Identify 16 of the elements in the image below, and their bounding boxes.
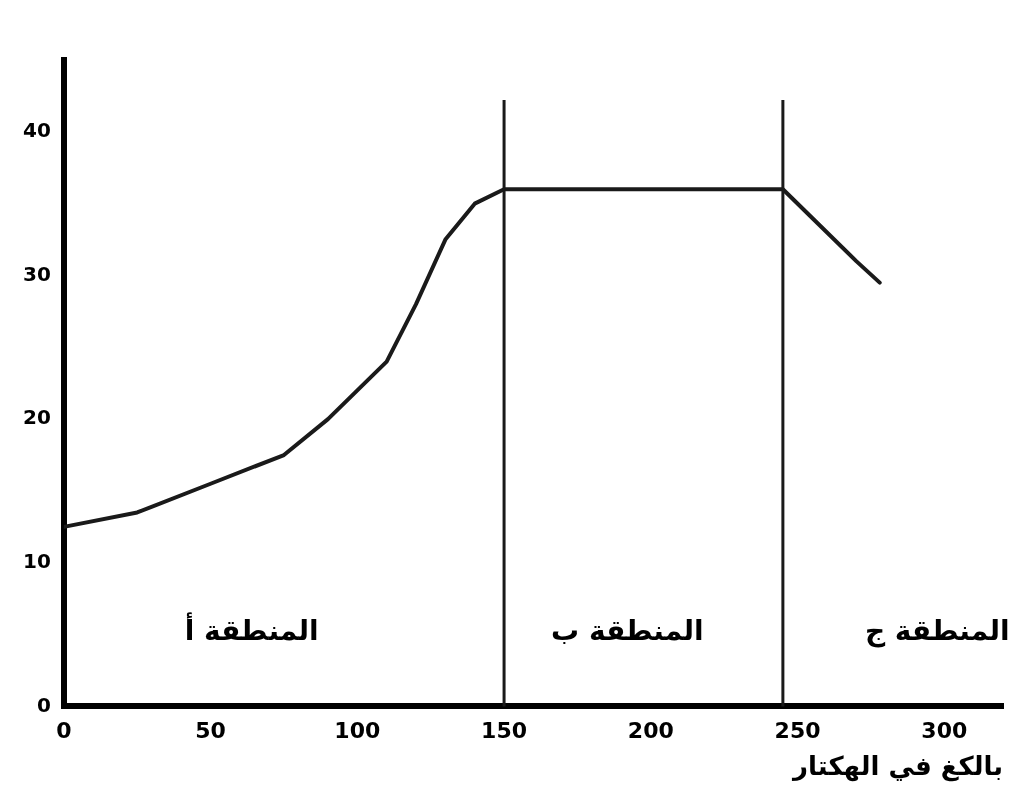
x-tick-label: 100 [334, 718, 381, 744]
x-tick-label: 250 [774, 718, 821, 744]
x-axis-title: بالكغ في الهكتار [791, 751, 1003, 783]
annotation: المنطقة ب [551, 613, 704, 647]
y-tick-label: 40 [22, 118, 51, 143]
annotation: المنطقة ج [864, 613, 1010, 648]
annotation: المنطقة أ [184, 611, 319, 647]
x-tick-label: 300 [921, 718, 968, 744]
x-tick-label: 150 [481, 718, 528, 744]
y-tick-label: 10 [22, 548, 51, 573]
x-tick-label: 200 [627, 718, 674, 744]
y-tick-label: 30 [22, 261, 51, 286]
y-tick-label: 20 [22, 405, 51, 430]
x-tick-label: 0 [56, 718, 72, 744]
y-tick-label: 0 [36, 692, 51, 717]
x-tick-label: 50 [195, 718, 226, 744]
